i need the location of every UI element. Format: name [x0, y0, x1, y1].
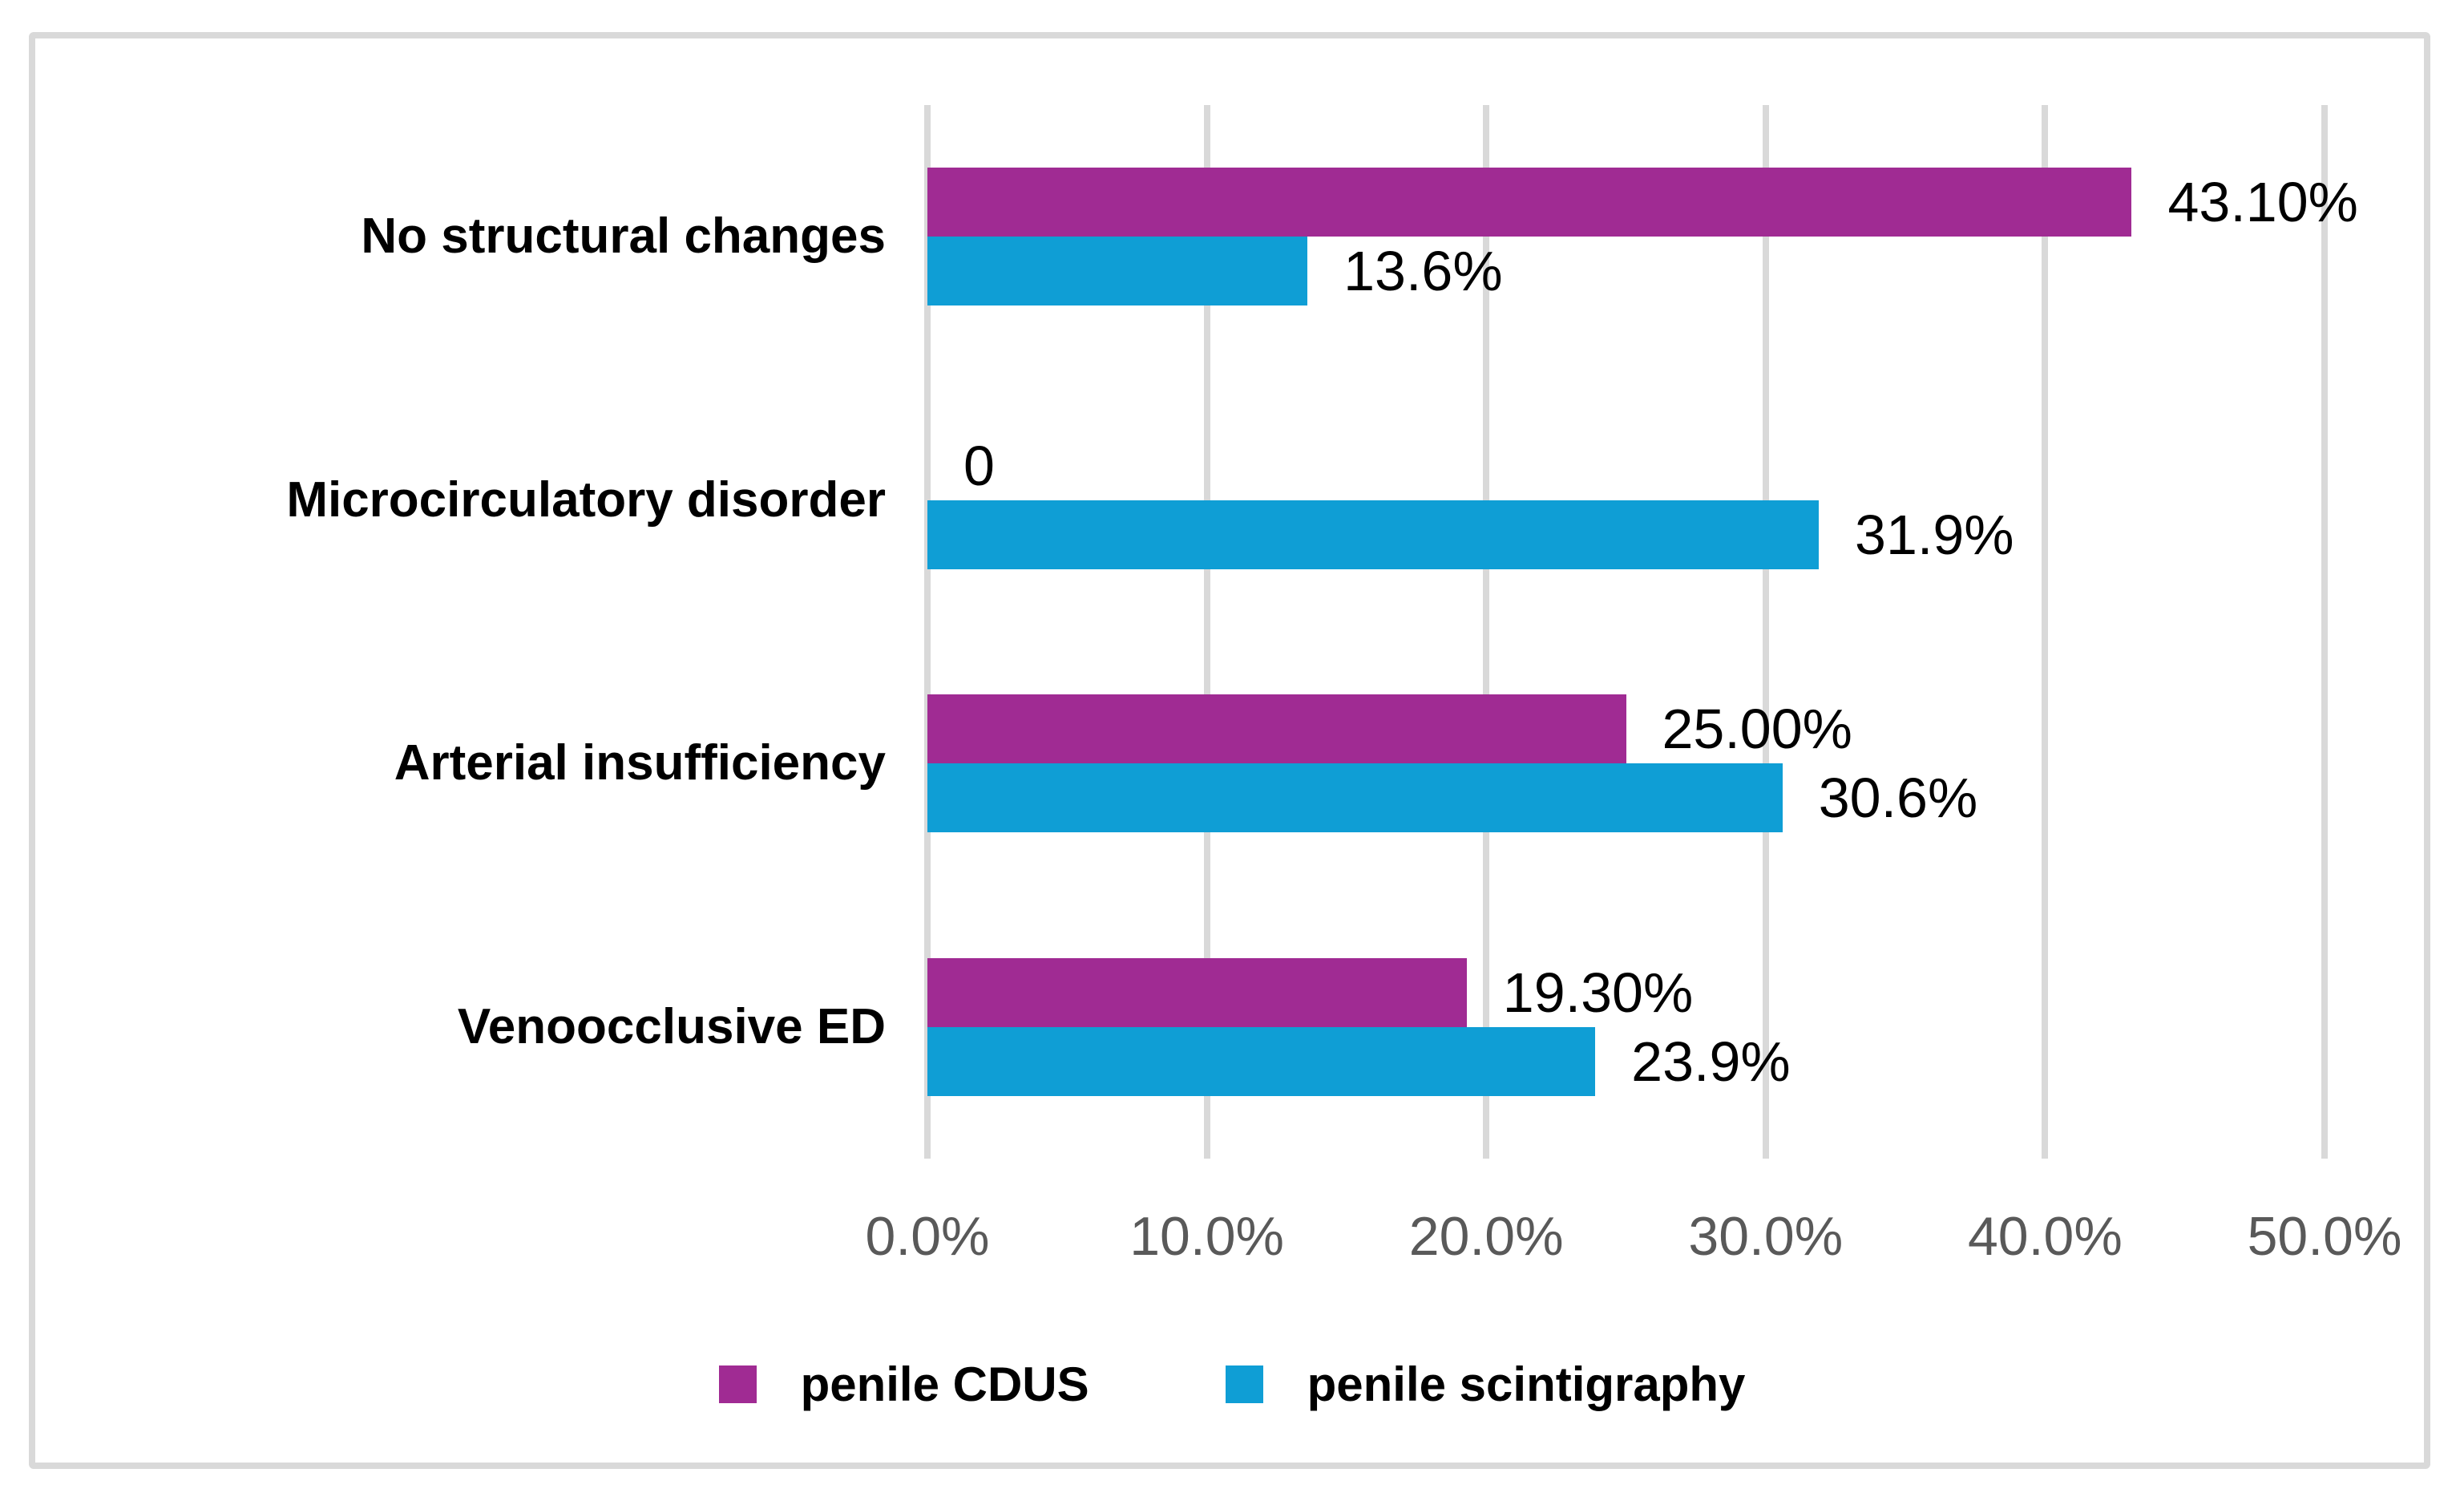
bar-penile-cdus: [927, 168, 2132, 237]
category-label: Microcirculatory disorder: [286, 471, 886, 528]
legend-item-penile-cdus: penile CDUS: [718, 1357, 1089, 1412]
x-axis-tick-label: 10.0%: [1129, 1206, 1284, 1267]
gridline: [924, 105, 931, 1159]
data-label: 0: [963, 434, 995, 497]
legend-label: penile scintigraphy: [1307, 1357, 1746, 1411]
data-label: 31.9%: [1855, 503, 2014, 566]
gridline: [1483, 105, 1490, 1159]
category-label: Arterial insufficiency: [394, 735, 886, 791]
legend-swatch-icon: [718, 1365, 757, 1403]
gridline: [1203, 105, 1210, 1159]
data-label: 43.10%: [2167, 171, 2358, 234]
bar-penile-scintigraphy: [927, 763, 1783, 833]
x-axis-tick-label: 40.0%: [1967, 1206, 2123, 1267]
x-axis-tick-label: 20.0%: [1408, 1206, 1564, 1267]
legend-label: penile CDUS: [800, 1357, 1089, 1411]
data-label: 19.30%: [1502, 961, 1694, 1024]
category-label: Venoocclusive ED: [457, 998, 886, 1054]
bar-penile-scintigraphy: [927, 500, 1820, 569]
bar-penile-scintigraphy: [927, 1026, 1596, 1096]
legend-item-penile-scintigraphy: penile scintigraphy: [1225, 1357, 1746, 1412]
data-label: 13.6%: [1343, 240, 1503, 303]
category-label: No structural changes: [361, 208, 886, 265]
data-label: 25.00%: [1662, 698, 1852, 761]
x-axis-tick-label: 30.0%: [1688, 1206, 1844, 1267]
legend-swatch-icon: [1225, 1365, 1263, 1403]
data-label: 23.9%: [1631, 1030, 1791, 1093]
bar-penile-scintigraphy: [927, 237, 1308, 306]
bar-penile-cdus: [927, 957, 1467, 1027]
x-axis-tick-label: 0.0%: [865, 1206, 990, 1267]
bar-penile-cdus: [927, 694, 1626, 764]
gridline: [2042, 105, 2049, 1159]
plot-area: [924, 105, 2328, 1159]
data-label: 30.6%: [1818, 767, 1978, 830]
gridline: [2321, 105, 2328, 1159]
legend: penile CDUS penile scintigraphy: [0, 1357, 2464, 1412]
gridline: [1762, 105, 1769, 1159]
x-axis-tick-label: 50.0%: [2247, 1206, 2402, 1267]
